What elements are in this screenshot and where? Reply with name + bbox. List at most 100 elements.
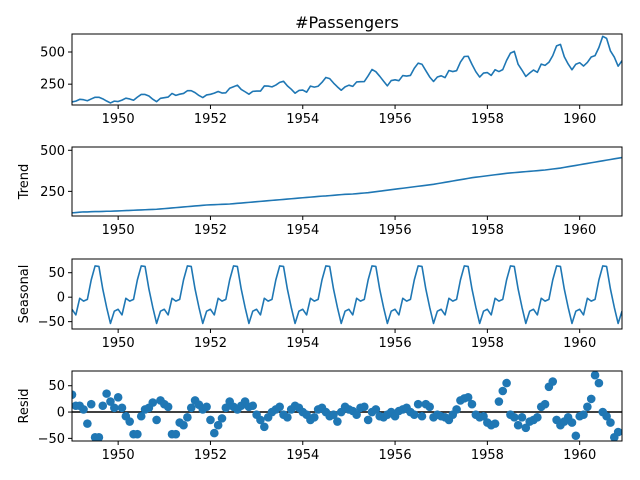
resid-point: [463, 393, 473, 402]
resid-point: [206, 415, 215, 425]
seasonal-y-tick-label: −50: [38, 315, 65, 330]
seasonal-data: [72, 265, 622, 325]
resid-point: [510, 413, 519, 422]
resid-point: [498, 386, 508, 396]
resid-x-tick-label: 1960: [563, 448, 596, 463]
resid-x-tick-label: 1956: [379, 448, 412, 463]
resid-x-tick-label: 1952: [194, 448, 227, 463]
observed-data: [72, 35, 622, 104]
seasonal-x-tick-label: 1956: [379, 336, 412, 351]
resid-point: [110, 403, 119, 413]
seasonal-x-tick-label: 1954: [286, 336, 319, 351]
seasonal-x-tick-label: 1950: [102, 336, 135, 351]
resid-data: [72, 371, 622, 441]
panel-observed: 1950 1952 1954 1956 1958 1960 250 500: [40, 33, 623, 127]
resid-point: [371, 405, 381, 414]
resid-x-tick-label: 1950: [102, 448, 135, 463]
resid-point: [602, 411, 611, 421]
trend-y-axis-label: Trend: [17, 164, 32, 201]
resid-point: [213, 420, 223, 430]
observed-x-tick-label: 1960: [563, 112, 596, 127]
resid-point: [360, 402, 369, 412]
resid-point: [133, 429, 142, 439]
resid-axes-frame: [71, 370, 623, 442]
resid-point: [517, 413, 527, 422]
resid-point: [613, 427, 622, 437]
resid-point: [333, 417, 342, 426]
resid-point: [106, 397, 115, 406]
resid-point: [540, 399, 550, 409]
resid-point: [148, 398, 158, 407]
resid-point: [521, 423, 531, 433]
resid-point: [490, 419, 500, 428]
resid-point: [452, 405, 461, 414]
panel-seasonal: 1950 1952 1954 1956 1958 1960 −50 0 50 Seasonal: [17, 258, 623, 351]
panel-resid: 1950 1952 1954 1956 1958 1960 −50 0 50 Resid: [17, 370, 623, 463]
resid-point: [571, 431, 581, 441]
seasonal-series-line: [72, 265, 622, 325]
observed-axes-frame: [71, 33, 623, 106]
resid-point: [183, 413, 192, 422]
observed-x-tick-label: 1950: [102, 112, 135, 127]
resid-point: [467, 399, 477, 409]
resid-point: [83, 419, 92, 428]
resid-point: [479, 411, 488, 421]
seasonal-y-tick-label: 50: [48, 266, 65, 281]
observed-x-tick-label: 1952: [194, 112, 227, 127]
resid-point: [217, 414, 227, 423]
resid-point: [136, 411, 146, 421]
resid-point: [125, 417, 134, 426]
resid-point: [179, 420, 188, 430]
trend-x-tick-label: 1950: [102, 223, 135, 238]
resid-point: [502, 378, 511, 388]
resid-point: [413, 399, 423, 409]
resid-point: [72, 390, 77, 399]
resid-point: [417, 411, 427, 421]
resid-point: [583, 402, 592, 412]
resid-point: [410, 410, 419, 419]
seasonal-y-tick-label: 0: [57, 291, 65, 306]
resid-point: [594, 378, 604, 388]
resid-point: [94, 433, 104, 441]
resid-point: [260, 422, 269, 432]
resid-point: [590, 371, 600, 380]
resid-point: [210, 428, 219, 438]
seasonal-x-tick-label: 1952: [194, 336, 227, 351]
resid-point: [329, 410, 338, 419]
seasonal-x-tick-label: 1960: [563, 336, 596, 351]
seasonal-y-axis-label: Seasonal: [17, 265, 32, 324]
resid-point: [579, 410, 588, 419]
resid-point: [567, 418, 577, 427]
resid-point: [98, 401, 108, 411]
resid-y-tick-label: −50: [38, 432, 65, 447]
resid-point: [513, 420, 523, 430]
observed-y-tick-label: 250: [40, 78, 65, 93]
resid-point: [256, 415, 265, 425]
seasonal-axes-frame: [71, 258, 623, 330]
observed-y-tick-label: 500: [40, 46, 65, 61]
resid-point: [221, 403, 231, 413]
resid-point: [102, 389, 111, 398]
trend-y-tick-label: 250: [40, 185, 65, 200]
resid-point: [494, 397, 504, 406]
trend-data: [72, 156, 622, 214]
resid-point: [117, 403, 127, 413]
resid-point: [113, 393, 123, 402]
resid-point: [202, 402, 211, 412]
resid-point: [152, 415, 161, 425]
resid-point: [163, 402, 173, 412]
trend-series-line: [72, 156, 622, 214]
trend-x-tick-label: 1958: [471, 223, 504, 238]
trend-x-tick-label: 1960: [563, 223, 596, 238]
resid-point: [425, 402, 434, 412]
seasonal-x-tick-label: 1958: [471, 336, 504, 351]
resid-point: [586, 394, 596, 404]
resid-point: [171, 429, 181, 439]
resid-point: [352, 410, 361, 419]
resid-x-tick-label: 1958: [471, 448, 504, 463]
resid-y-tick-label: 50: [48, 379, 65, 394]
resid-point: [248, 401, 258, 411]
trend-axes-frame: [71, 146, 623, 217]
panel-trend: 1950 1952 1954 1956 1958 1960 250 500 Trend: [17, 144, 623, 238]
